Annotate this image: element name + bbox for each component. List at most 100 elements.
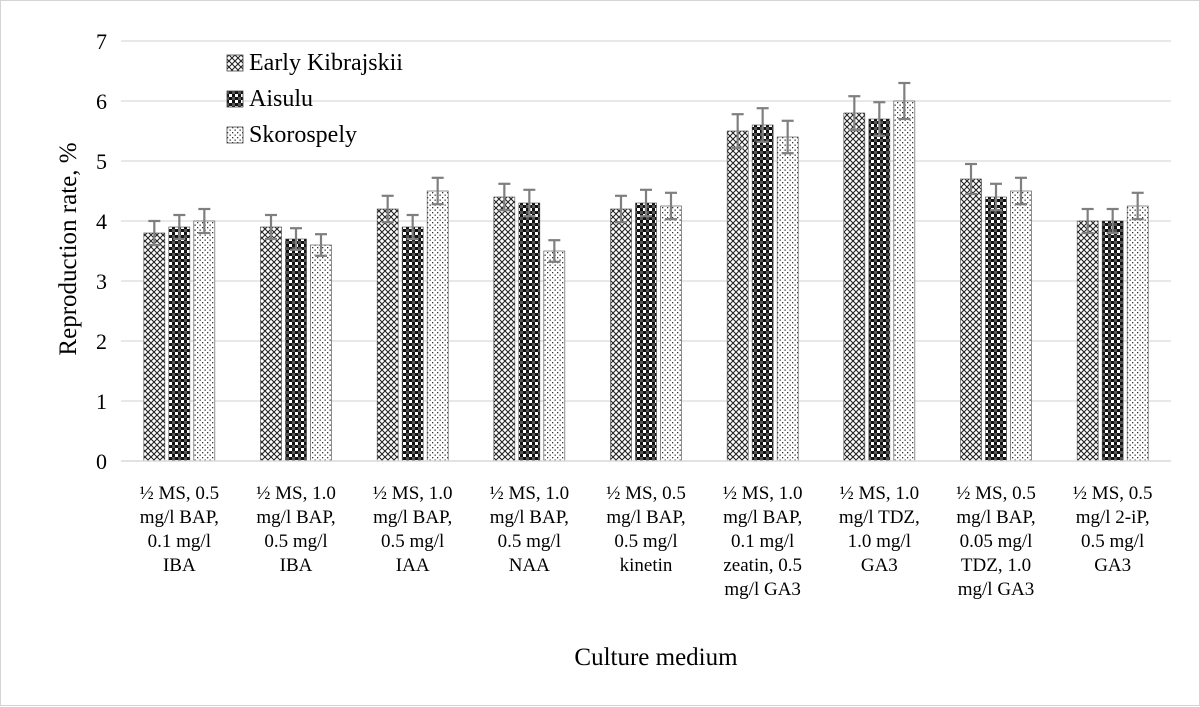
y-tick-label: 3: [96, 269, 107, 294]
bar-dots-7: [1010, 190, 1032, 462]
error-bar: [756, 107, 769, 143]
bar-crosshatch-6: [843, 112, 866, 462]
x-category-label: ½ MS, 0.5 mg/l BAP, 0.5 mg/l kinetin: [606, 483, 686, 576]
error-bar: [731, 113, 744, 149]
y-tick-label: 7: [96, 29, 107, 54]
bar-dark-checker-8: [1101, 220, 1124, 462]
bar-dots-4: [660, 205, 682, 462]
error-bar: [1081, 207, 1094, 235]
x-category-label: ½ MS, 1.0 mg/l BAP, 0.5 mg/l IBA: [256, 483, 336, 576]
x-category-label-line: mg/l GA3: [724, 579, 801, 600]
error-bar: [381, 194, 394, 224]
error-bar: [148, 219, 161, 247]
x-category-label-line: 0.5 mg/l: [1081, 531, 1144, 552]
bar-dark-checker-5: [751, 124, 774, 462]
x-category-label-line: TDZ, 1.0: [961, 555, 1031, 576]
y-tick-label: 2: [96, 329, 107, 354]
legend-label: Skorospely: [249, 122, 357, 148]
x-category-label: ½ MS, 0.5 mg/l BAP, 0.1 mg/l IBA: [139, 483, 219, 576]
legend-swatch-dots: [226, 126, 244, 144]
x-category-label-line: mg/l GA3: [958, 579, 1035, 600]
bar-dots-8: [1126, 205, 1149, 462]
x-category-label-line: 0.05 mg/l: [960, 531, 1033, 552]
error-bar: [781, 119, 794, 155]
bar-dark-checker-6: [868, 118, 891, 462]
error-bar: [640, 188, 652, 218]
bars: [143, 100, 1149, 462]
error-bar: [873, 101, 886, 137]
bar-crosshatch-2: [376, 208, 399, 462]
x-category-label-line: IBA: [280, 555, 313, 576]
x-category-label-line: mg/l BAP,: [490, 507, 569, 528]
y-tick-label: 1: [96, 389, 107, 414]
x-category-label-line: mg/l BAP,: [373, 507, 452, 528]
x-category-label: ½ MS, 1.0 mg/l BAP, 0.1 mg/l zeatin, 0.5 mg/…: [723, 483, 803, 600]
x-category-label-line: ½ MS, 0.5: [956, 483, 1036, 504]
x-category-label-line: mg/l 2-iP,: [1076, 507, 1150, 528]
x-category-label-line: ½ MS, 1.0: [373, 483, 453, 504]
bar-dots-1: [310, 244, 332, 462]
x-category-label-line: 0.5 mg/l: [498, 531, 561, 552]
error-bar: [1106, 207, 1119, 235]
legend-label: Early Kibrajskii: [249, 50, 403, 76]
error-bar: [173, 213, 186, 241]
x-category-label-line: 1.0 mg/l: [848, 531, 911, 552]
error-bar: [965, 162, 977, 196]
bar-dark-checker-7: [985, 196, 1007, 462]
x-category-label: ½ MS, 1.0 mg/l BAP, 0.5 mg/l NAA: [489, 483, 569, 576]
error-bars: [148, 81, 1144, 263]
y-axis-title: Reproduction rate, %: [55, 142, 82, 355]
error-bar: [406, 213, 419, 241]
bar-crosshatch-7: [960, 178, 982, 462]
x-category-label-line: ½ MS, 1.0: [489, 483, 569, 504]
legend-label: Aisulu: [249, 86, 313, 112]
error-bar: [198, 207, 211, 235]
x-category-label: ½ MS, 0.5 mg/l 2-iP, 0.5 mg/l GA3: [1073, 483, 1153, 576]
bar-dots-2: [426, 190, 449, 462]
error-bar: [1015, 176, 1027, 206]
x-category-label-line: mg/l BAP,: [723, 507, 802, 528]
x-axis-title: Culture medium: [574, 644, 738, 671]
y-tick-label: 0: [96, 449, 107, 474]
y-tick-label: 6: [96, 89, 107, 114]
error-bar: [990, 182, 1002, 212]
bar-dark-checker-3: [518, 202, 541, 462]
x-axis-category-labels: ½ MS, 0.5 mg/l BAP, 0.1 mg/l IBA ½ MS, 1.0 mg…: [139, 483, 1152, 600]
bar-dark-checker-1: [285, 238, 307, 462]
x-category-label-line: ½ MS, 0.5: [139, 483, 219, 504]
x-category-label-line: IAA: [396, 555, 430, 576]
x-category-label-line: mg/l BAP,: [606, 507, 685, 528]
legend-swatch-dark-checker: [226, 90, 244, 108]
error-bar: [615, 194, 627, 224]
error-bar: [290, 227, 302, 251]
x-category-label-line: IBA: [163, 555, 196, 576]
bar-crosshatch-4: [610, 208, 632, 462]
bar-crosshatch-8: [1076, 220, 1099, 462]
error-bar: [315, 233, 327, 257]
x-category-label-line: 0.1 mg/l: [731, 531, 794, 552]
bar-crosshatch-1: [260, 226, 282, 462]
x-category-label-line: mg/l TDZ,: [839, 507, 920, 528]
legend-swatch-crosshatch: [226, 54, 244, 72]
x-category-label-line: GA3: [861, 555, 898, 576]
x-category-label: ½ MS, 0.5 mg/l BAP, 0.05 mg/l TDZ, 1.0 mg/l …: [956, 483, 1036, 600]
x-category-label-line: ½ MS, 0.5: [606, 483, 686, 504]
bar-dots-0: [193, 220, 216, 462]
error-bar: [431, 176, 444, 206]
error-bar: [665, 191, 677, 221]
legend: Early Kibrajskii Aisulu Skorospely: [226, 50, 403, 148]
bar-crosshatch-5: [726, 130, 749, 462]
x-category-label-line: 0.5 mg/l: [264, 531, 327, 552]
x-category-label-line: zeatin, 0.5: [723, 555, 802, 576]
x-category-label-line: NAA: [509, 555, 550, 576]
bar-dark-checker-0: [168, 226, 191, 462]
x-category-label-line: ½ MS, 0.5: [1073, 483, 1153, 504]
x-category-label-line: GA3: [1094, 555, 1131, 576]
error-bar: [848, 95, 861, 131]
error-bar: [898, 81, 911, 121]
bar-dots-6: [893, 100, 916, 462]
bar-dots-5: [776, 136, 799, 462]
x-category-label-line: ½ MS, 1.0: [723, 483, 803, 504]
x-category-label: ½ MS, 1.0 mg/l TDZ, 1.0 mg/l GA3: [839, 483, 920, 576]
